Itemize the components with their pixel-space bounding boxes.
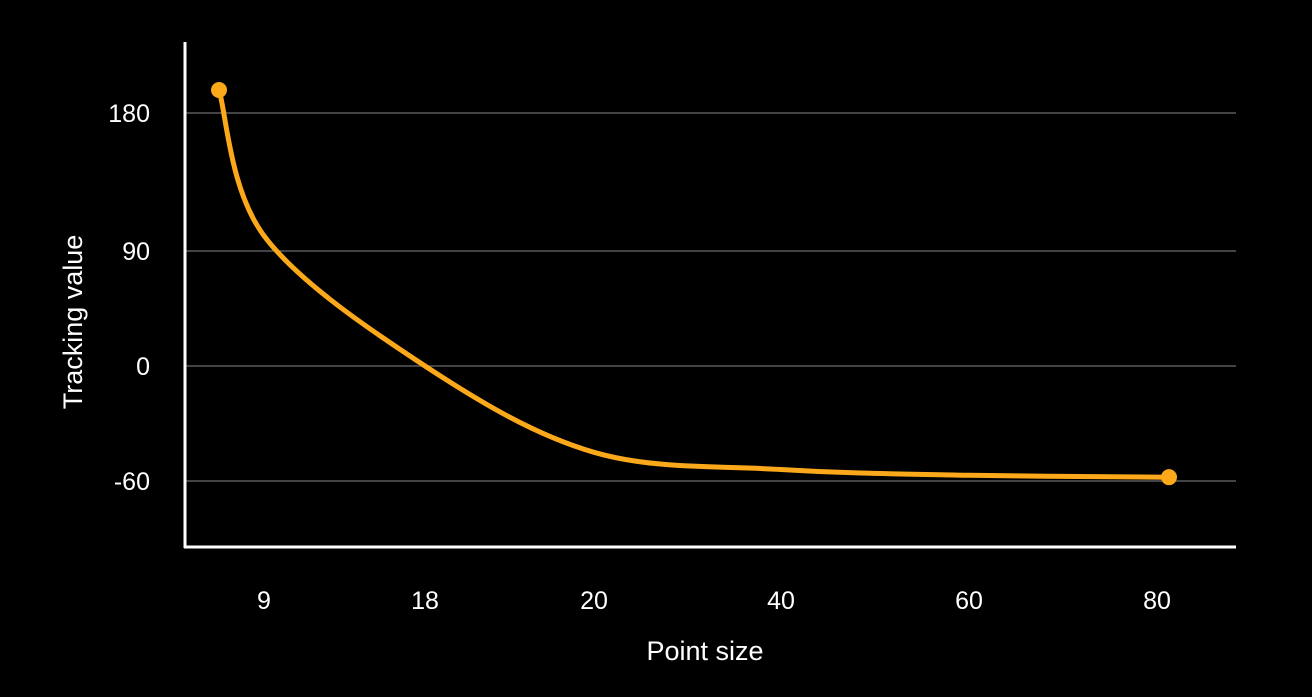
x-axis-title: Point size [646,636,763,666]
x-tick-labels: 9 18 20 40 60 80 [257,587,1171,615]
series-layer [211,82,1177,486]
x-tick-label: 80 [1143,587,1171,615]
start-point-marker [211,82,227,98]
end-point-marker [1161,469,1177,486]
axes [183,42,1236,549]
series-line [216,87,1172,480]
y-tick-label: 90 [122,238,150,266]
y-axis-title: Tracking value [58,235,88,410]
y-tick-labels: 180 90 0 -60 [108,100,150,496]
x-tick-label: 40 [767,587,795,615]
x-tick-label: 60 [955,587,983,615]
x-tick-label: 9 [257,587,271,615]
x-tick-label: 18 [411,587,439,615]
y-tick-label: -60 [114,468,150,496]
x-tick-label: 20 [580,587,608,615]
y-tick-label: 180 [108,100,150,128]
gridlines [186,112,1236,482]
y-tick-label: 0 [136,353,150,381]
